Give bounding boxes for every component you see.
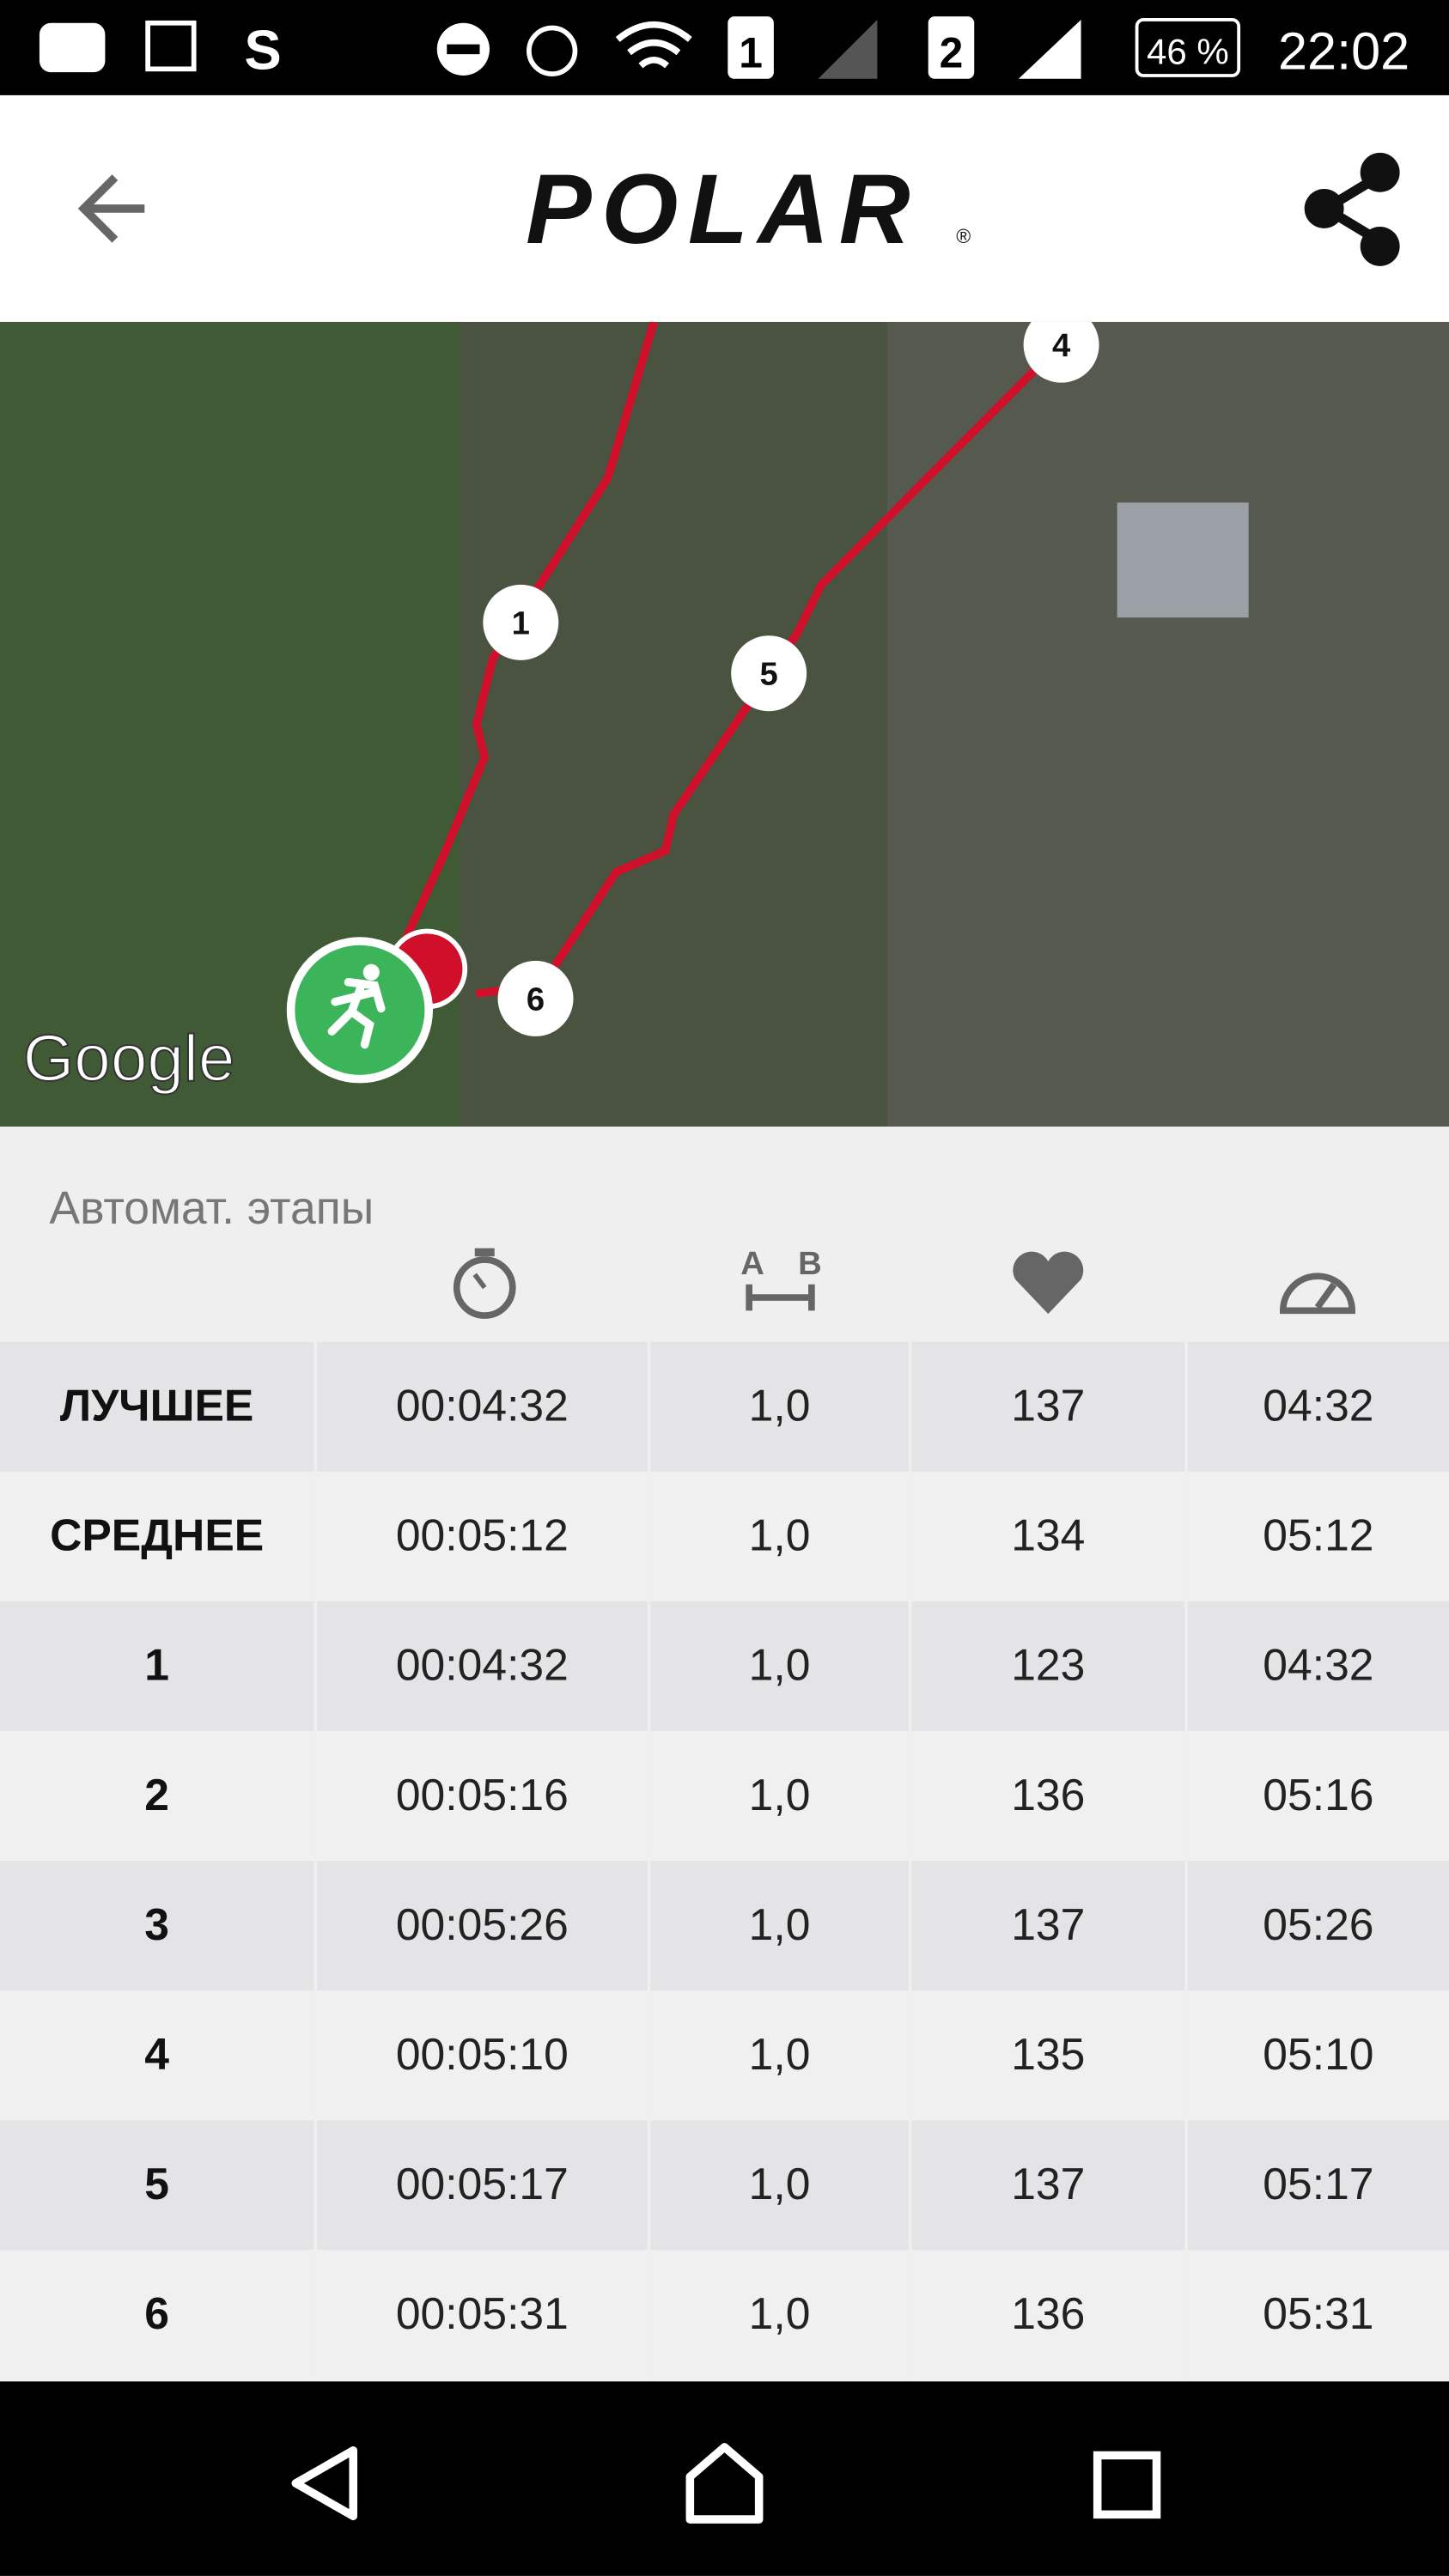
clock: 22:02 (1278, 21, 1409, 80)
dnd-bar (447, 44, 480, 55)
table-cell: 00:05:26 (317, 1861, 648, 1991)
google-attribution: Google (23, 1023, 235, 1096)
home-nav[interactable] (685, 2443, 764, 2524)
recents-nav[interactable] (1093, 2451, 1161, 2519)
table-cell: 00:05:31 (317, 2250, 648, 2380)
table-cell: 1,0 (650, 2250, 909, 2380)
row-label: 2 (0, 1730, 314, 1862)
runner-icon (327, 978, 386, 1049)
app-header: POLAR ® (0, 94, 1449, 322)
table-cell: 1,0 (650, 1601, 909, 1731)
msg-icon (39, 22, 106, 73)
row-label: 6 (0, 2250, 314, 2380)
table-cell: 04:32 (1187, 1601, 1449, 1731)
lap-marker (483, 584, 559, 660)
distance-b: B (798, 1245, 822, 1282)
table-cell: 1,0 (650, 1471, 909, 1601)
column-icons: A B (453, 1245, 1355, 1319)
table-cell: 136 (911, 1730, 1185, 1862)
table-cell: 1,0 (650, 1861, 909, 1991)
lap-marker (1023, 321, 1099, 383)
section-title: Автомат. этапы (49, 1182, 374, 1234)
registered-mark: ® (956, 225, 971, 247)
lap-marker-label: 5 (760, 656, 778, 693)
back-button[interactable] (77, 174, 145, 243)
signal1 (818, 19, 878, 79)
table-cell: 05:17 (1187, 2120, 1449, 2251)
table-cell: 05:10 (1187, 1990, 1449, 2121)
table-cell: 00:05:10 (317, 1990, 648, 2121)
lap-marker (497, 960, 574, 1036)
duration-icon (453, 1248, 516, 1319)
table-cell: 00:04:32 (317, 1341, 648, 1472)
table-cell: 05:31 (1187, 2250, 1449, 2380)
table-cell: 134 (911, 1471, 1185, 1601)
table-cell: 137 (911, 1861, 1185, 1991)
sim2: 2 (940, 28, 964, 76)
laps-table: ЛУЧШЕЕ 00:04:32 1,0 137 04:32 СРЕДНЕЕ 00:05:12… (0, 1341, 1449, 2382)
table-cell: 137 (911, 1341, 1185, 1472)
row-label: 4 (0, 1990, 314, 2121)
distance-a: A (740, 1245, 764, 1282)
sim2-box (928, 16, 975, 79)
city-area (886, 321, 1449, 1127)
table-cell: 136 (911, 2250, 1185, 2380)
table-cell: 00:04:32 (317, 1601, 648, 1731)
row-label: СРЕДНЕЕ (0, 1471, 314, 1601)
table-cell: 137 (911, 2120, 1185, 2251)
share-button[interactable] (1304, 152, 1400, 266)
table-cell: 05:12 (1187, 1471, 1449, 1601)
distance-icon: A B (740, 1245, 822, 1311)
alarm-icon (527, 25, 578, 76)
sim1-box (728, 16, 774, 79)
battery: 46 % (1147, 32, 1229, 72)
laps-section: Автомат. этапы A B ЛУЧШЕЕ 00:04:32 1,0 137 0… (0, 1127, 1449, 2382)
runner-head (362, 963, 380, 981)
table-cell: 1,0 (650, 1730, 909, 1862)
table-cell: 00:05:17 (317, 2120, 648, 2251)
table-cell: 00:05:12 (317, 1471, 648, 1601)
sim1: 1 (739, 28, 763, 76)
status-bar: S 1 2 46 % 22:02 (0, 0, 1449, 95)
gallery-icon (145, 20, 197, 72)
lap-markers: 1 4 5 6 (483, 321, 1099, 1036)
start-marker (286, 937, 433, 1084)
table-cell: 05:26 (1187, 1861, 1449, 1991)
stadium (1117, 502, 1249, 618)
row-label: 5 (0, 2120, 314, 2251)
lap-marker-label: 6 (527, 981, 545, 1018)
table-cell: 00:05:16 (317, 1730, 648, 1862)
s-icon: S (244, 18, 281, 81)
row-label: 1 (0, 1601, 314, 1731)
table-cell: 123 (911, 1601, 1185, 1731)
signal2 (1018, 19, 1081, 79)
table-cell: 135 (911, 1990, 1185, 2121)
battery-icon (1135, 18, 1241, 77)
lap-marker (731, 635, 807, 712)
wifi-icon (615, 21, 692, 69)
lap-marker-label: 4 (1052, 327, 1071, 364)
row-label: 3 (0, 1861, 314, 1991)
polar-logo: POLAR (526, 155, 920, 264)
table-cell: 1,0 (650, 1990, 909, 2121)
back-nav[interactable] (291, 2445, 358, 2521)
table-cell: 04:32 (1187, 1341, 1449, 1472)
route-outbound (399, 321, 658, 948)
heart-rate-icon (1013, 1251, 1084, 1315)
pace-icon (1279, 1273, 1355, 1315)
table-cell: 1,0 (650, 2120, 909, 2251)
nav-bar (0, 2381, 1449, 2576)
table-cell: 1,0 (650, 1341, 909, 1472)
route-map[interactable]: 1 4 5 6 Google (0, 321, 1449, 1127)
lap-marker-label: 1 (512, 605, 530, 641)
row-label: ЛУЧШЕЕ (0, 1341, 314, 1472)
table-cell: 05:16 (1187, 1730, 1449, 1862)
